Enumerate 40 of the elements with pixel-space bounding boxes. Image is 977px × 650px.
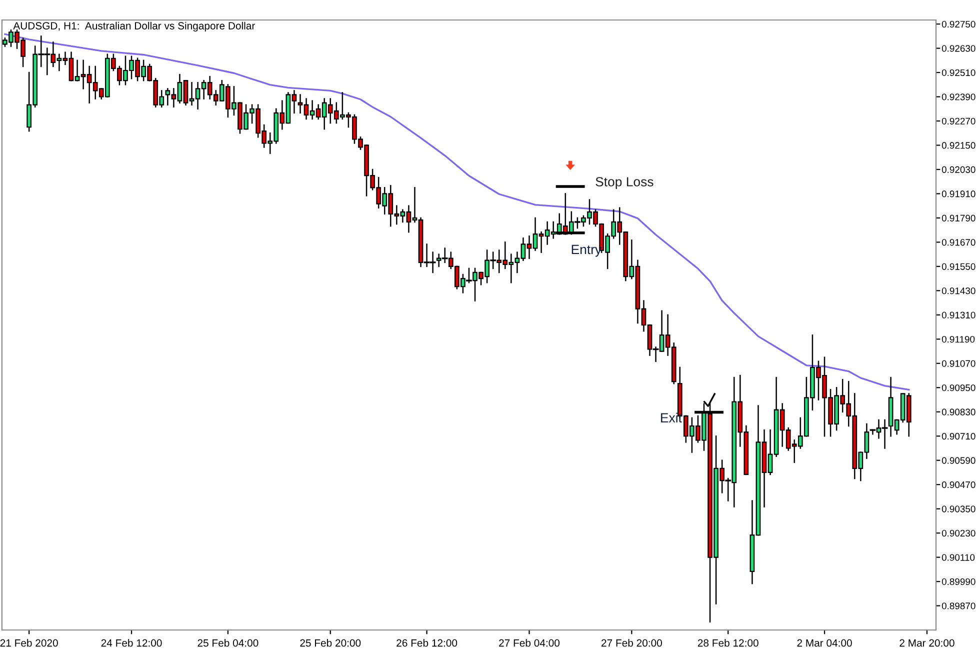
annotation: Stop Loss — [596, 177, 654, 190]
annotation: Exit — [661, 412, 682, 422]
x-tick-label: 25 Feb 20:00 — [300, 639, 361, 647]
y-tick-label: 0.91310 — [942, 312, 976, 318]
x-tick-label: 24 Feb 12:00 — [101, 639, 162, 647]
chart-title: AUDSGD, H1: Australian Dollar vs Singapore Dollar — [13, 22, 255, 32]
x-tick-label: 27 Feb 20:00 — [602, 639, 662, 647]
y-tick-label: 0.92150 — [942, 142, 976, 149]
line-series — [4, 33, 910, 390]
y-tick-label: 0.91070 — [942, 360, 976, 367]
y-tick-label: 0.91550 — [942, 263, 976, 270]
x-tick-label: 2 Mar 04:00 — [797, 639, 852, 647]
x-tick-label: 28 Feb 12:00 — [698, 639, 758, 647]
x-tick-label: 2 Mar 20:00 — [900, 639, 954, 647]
y-tick-label: 0.91670 — [942, 239, 976, 246]
y-tick-label: 0.92390 — [942, 94, 976, 100]
y-tick-label: 0.92630 — [942, 45, 976, 52]
y-tick-label: 0.92030 — [942, 166, 976, 173]
y-tick-label: 0.90230 — [942, 530, 976, 537]
x-tick-label: 25 Feb 04:00 — [198, 639, 258, 647]
y-tick-label: 0.91910 — [942, 190, 976, 198]
y-tick-label: 0.90590 — [942, 457, 976, 464]
annotation: Entry — [572, 244, 602, 257]
y-tick-label: 0.90470 — [942, 481, 976, 488]
y-tick-label: 0.89990 — [942, 578, 976, 586]
y-tick-label: 0.91790 — [942, 214, 976, 222]
y-tick-label: 0.92510 — [942, 69, 976, 76]
x-tick-label: 21 Feb 2020 — [0, 639, 58, 647]
y-tick-label: 0.92750 — [942, 20, 976, 28]
y-tick-label: 0.90110 — [942, 554, 975, 561]
y-tick-label: 0.91430 — [942, 287, 976, 294]
y-tick-label: 0.89870 — [942, 602, 976, 610]
y-tick-label: 0.90350 — [942, 506, 976, 512]
y-tick-label: 0.90830 — [942, 408, 976, 416]
x-tick-label: 26 Feb 12:00 — [396, 639, 458, 647]
y-tick-label: 0.91190 — [942, 336, 975, 343]
y-tick-label: 0.90710 — [942, 432, 976, 440]
y-tick-label: 0.92270 — [942, 118, 976, 125]
y-tick-label: 0.90950 — [942, 384, 976, 392]
x-tick-label: 27 Feb 04:00 — [499, 639, 560, 647]
